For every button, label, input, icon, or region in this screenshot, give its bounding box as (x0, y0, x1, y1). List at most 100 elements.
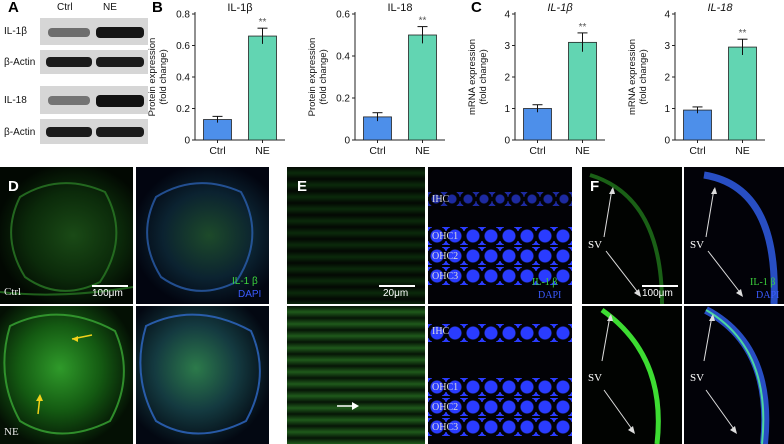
y-tick-label: 0 (344, 136, 350, 147)
panel-label-c: C (471, 0, 482, 16)
label-ohc2-ctrl: OHC2 (432, 251, 459, 262)
micro-f-ctrl-merge: SV IL-1 β DAPI (684, 167, 784, 304)
panel-label-b: B (152, 0, 163, 16)
micro-f-ne-green: SV (582, 306, 682, 444)
micro-f-ctrl-green: SV 100μm (582, 167, 682, 304)
y-tick-label: 2 (504, 73, 510, 84)
ihc-row-ctrl (428, 192, 572, 206)
blot-lane-ne: NE (103, 2, 117, 13)
x-tick-label: NE (415, 145, 430, 157)
blot-row-label-actin-2: β-Actin (4, 127, 36, 138)
y-tick-label: 0 (664, 136, 670, 147)
micro-e-ctrl-merge: IHC OHC1 OHC2 OHC3 IL-1 β DAPI (428, 167, 572, 304)
x-tick-label: NE (575, 145, 590, 157)
micro-d-ne-green: NE (0, 306, 133, 444)
blot-strip-actin-2 (40, 119, 148, 144)
micro-e-ne-merge: IHC OHC1 OHC2 OHC3 (428, 306, 572, 444)
band-ctrl-il18 (48, 96, 90, 105)
micro-d-ne-merge (136, 306, 269, 444)
y-tick-label: 0.6 (336, 10, 350, 21)
label-d-ne: NE (4, 426, 19, 438)
ohc1-row-ctrl (428, 227, 572, 245)
label-sv-f2: SV (690, 239, 705, 251)
micro-e-ctrl-green: 20μm (287, 167, 425, 304)
y-tick-label: 1 (664, 104, 670, 115)
band-ne-actin-2 (96, 127, 144, 137)
label-ihc-ne: IHC (432, 326, 450, 337)
ohc1-row-ne (428, 378, 572, 396)
label-ohc2-ne: OHC2 (432, 402, 459, 413)
label-sv-f3: SV (588, 372, 603, 384)
y-tick-label: 0.2 (176, 104, 190, 115)
label-ohc3-ctrl: OHC3 (432, 271, 459, 282)
significance-mark: ** (419, 16, 427, 27)
bar-ctrl (683, 109, 712, 141)
label-f-dapi: DAPI (756, 290, 780, 301)
scale-bar-e (379, 285, 415, 287)
band-ctrl-actin-1 (46, 57, 92, 67)
y-axis-label: (fold change) (478, 49, 489, 104)
y-axis-label: Protein expression (307, 38, 318, 117)
y-axis-label: (fold change) (158, 49, 169, 104)
ohc2-row-ctrl (428, 247, 572, 265)
x-tick-label: Ctrl (529, 145, 545, 157)
y-tick-label: 4 (664, 10, 670, 21)
panel-label-e: E (297, 178, 308, 195)
band-ne-il1b (96, 27, 144, 38)
bar-ne (248, 35, 277, 141)
blot-row-label-il18: IL-18 (4, 95, 27, 106)
chart-protein-il1b: IL-1β Protein expression (fold change) 0 0.2… (147, 2, 285, 157)
y-tick-label: 0.6 (176, 41, 190, 52)
bar-ctrl (523, 108, 552, 141)
blot-lane-ctrl: Ctrl (57, 2, 73, 13)
y-tick-label: 3 (664, 41, 670, 52)
band-ctrl-actin-2 (46, 127, 92, 137)
label-sv-f1: SV (588, 239, 603, 251)
ihc-row-ne (428, 324, 572, 342)
bar-ne (728, 46, 757, 141)
significance-mark: ** (259, 17, 267, 28)
y-tick-label: 0.8 (176, 10, 190, 21)
scale-text-d: 100μm (92, 288, 123, 299)
significance-mark: ** (739, 28, 747, 39)
significance-mark: ** (579, 22, 587, 33)
x-tick-label: Ctrl (689, 145, 705, 157)
panel-label-f: F (590, 178, 600, 195)
label-e-dapi: DAPI (538, 290, 562, 301)
label-ihc-ctrl: IHC (432, 194, 450, 205)
label-d-ctrl: Ctrl (4, 286, 22, 298)
scale-text-e: 20μm (383, 288, 409, 299)
chart-mrna-il1b: IL-1β mRNA expression (fold change) 0 1 2 3 4 Ct… (467, 2, 605, 157)
y-tick-label: 4 (504, 10, 510, 21)
label-e-il1b: IL-1 β (532, 277, 558, 288)
label-ohc3-ne: OHC3 (432, 422, 459, 433)
scale-bar-f (642, 285, 678, 287)
ohc2-row-ne (428, 398, 572, 416)
label-sv-f4: SV (690, 372, 705, 384)
y-tick-label: 0.2 (336, 94, 350, 105)
ohc3-row-ne (428, 418, 572, 436)
scale-bar-d (92, 285, 128, 287)
scale-text-f: 100μm (642, 288, 673, 299)
label-ohc1-ctrl: OHC1 (432, 231, 459, 242)
label-ohc1-ne: OHC1 (432, 382, 459, 393)
blot-row-label-il1b: IL-1β (4, 26, 27, 37)
panel-label-d: D (8, 178, 19, 195)
band-ctrl-il1b (48, 28, 90, 37)
blot-strip-actin-1 (40, 50, 148, 74)
blot-strip-il18 (40, 86, 148, 114)
chart-protein-il18: IL-18 Protein expression (fold change) 0 0.2… (307, 2, 445, 157)
y-tick-label: 1 (504, 104, 510, 115)
band-ne-il18 (96, 95, 144, 107)
y-tick-label: 0.4 (336, 52, 350, 63)
bar-ne (568, 41, 597, 141)
y-axis-label: (fold change) (638, 49, 649, 104)
label-f-il1b: IL-1 β (750, 277, 776, 288)
micro-f-ne-merge: SV (684, 306, 784, 444)
bar-ne (408, 34, 437, 141)
y-axis-label: mRNA expression (467, 39, 478, 115)
x-tick-label: Ctrl (369, 145, 385, 157)
y-axis-label: mRNA expression (627, 39, 638, 115)
chart-title: IL-18 (387, 2, 412, 14)
blot-strip-il1b (40, 18, 148, 45)
